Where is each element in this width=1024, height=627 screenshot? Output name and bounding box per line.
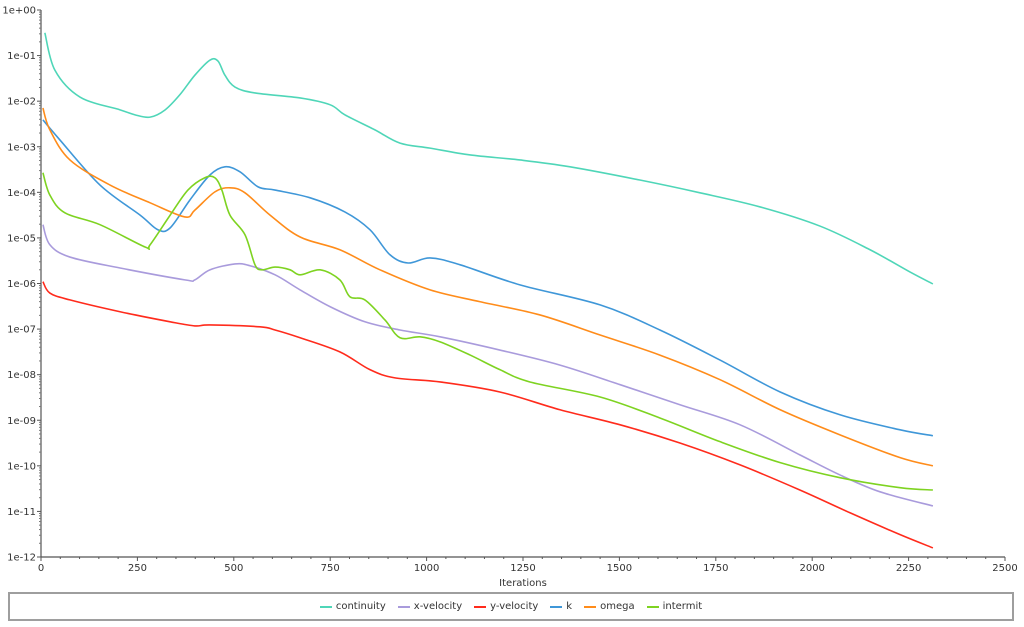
series-line-x-velocity bbox=[42, 224, 934, 507]
legend-item-intermit[interactable]: intermit bbox=[646, 601, 703, 612]
legend-swatch bbox=[646, 605, 659, 608]
x-tick-label: 500 bbox=[224, 563, 243, 574]
x-tick-label: 1250 bbox=[510, 563, 535, 574]
series-line-omega bbox=[42, 107, 934, 467]
x-tick-label: 2000 bbox=[799, 563, 824, 574]
x-tick-label: 750 bbox=[321, 563, 340, 574]
y-tick-label: 1e+00 bbox=[2, 6, 36, 17]
y-tick-label: 1e-07 bbox=[7, 325, 36, 336]
legend-label: k bbox=[566, 601, 573, 612]
y-tick-label: 1e-08 bbox=[7, 370, 36, 381]
legend-swatch bbox=[474, 605, 487, 608]
legend-item-x-velocity[interactable]: x-velocity bbox=[397, 601, 463, 612]
series-line-continuity bbox=[44, 32, 934, 285]
x-tick-label: 2500 bbox=[992, 563, 1017, 574]
legend-label: intermit bbox=[662, 601, 703, 612]
legend-swatch bbox=[319, 605, 332, 608]
axes: 1e+00 1e-01 1e-02 1e-03 1e-04 1e-05 1e-06 1e-07… bbox=[2, 6, 1017, 575]
x-axis-title: Iterations bbox=[499, 578, 547, 589]
y-tick-label: 1e-06 bbox=[7, 279, 36, 290]
legend-label: omega bbox=[600, 601, 635, 612]
legend-label: y-velocity bbox=[490, 601, 539, 612]
x-tick-label: 1750 bbox=[703, 563, 728, 574]
x-tick-label: 1500 bbox=[607, 563, 632, 574]
legend-item-k[interactable]: k bbox=[550, 601, 572, 612]
y-tick-label: 1e-05 bbox=[7, 233, 36, 244]
legend-label: continuity bbox=[335, 601, 386, 612]
y-tick-label: 1e-11 bbox=[7, 507, 36, 518]
legend-swatch bbox=[584, 605, 597, 608]
x-tick-label: 250 bbox=[128, 563, 147, 574]
y-tick-label: 1e-12 bbox=[7, 553, 36, 564]
legend-swatch bbox=[397, 605, 410, 608]
x-tick-label: 0 bbox=[38, 563, 44, 574]
y-tick-label: 1e-01 bbox=[7, 51, 36, 62]
legend: continuity x-velocity y-velocity k omega inte… bbox=[8, 592, 1014, 621]
y-tick-label: 1e-02 bbox=[7, 97, 36, 108]
series-layer bbox=[42, 32, 934, 549]
y-tick-label: 1e-09 bbox=[7, 416, 36, 427]
series-line-y-velocity bbox=[42, 281, 934, 549]
series-line-k bbox=[42, 119, 934, 437]
residuals-chart: 1e+00 1e-01 1e-02 1e-03 1e-04 1e-05 1e-06 1e-07… bbox=[2, 6, 1017, 590]
legend-swatch bbox=[550, 605, 563, 608]
legend-item-continuity[interactable]: continuity bbox=[319, 601, 386, 612]
series-line-intermit bbox=[42, 172, 933, 491]
x-tick-label: 2250 bbox=[896, 563, 921, 574]
y-tick-label: 1e-04 bbox=[7, 188, 36, 199]
legend-item-omega[interactable]: omega bbox=[584, 601, 635, 612]
x-tick-label: 1000 bbox=[414, 563, 439, 574]
legend-item-y-velocity[interactable]: y-velocity bbox=[474, 601, 538, 612]
y-tick-label: 1e-10 bbox=[7, 461, 36, 472]
legend-label: x-velocity bbox=[413, 601, 463, 612]
y-tick-label: 1e-03 bbox=[7, 142, 36, 153]
